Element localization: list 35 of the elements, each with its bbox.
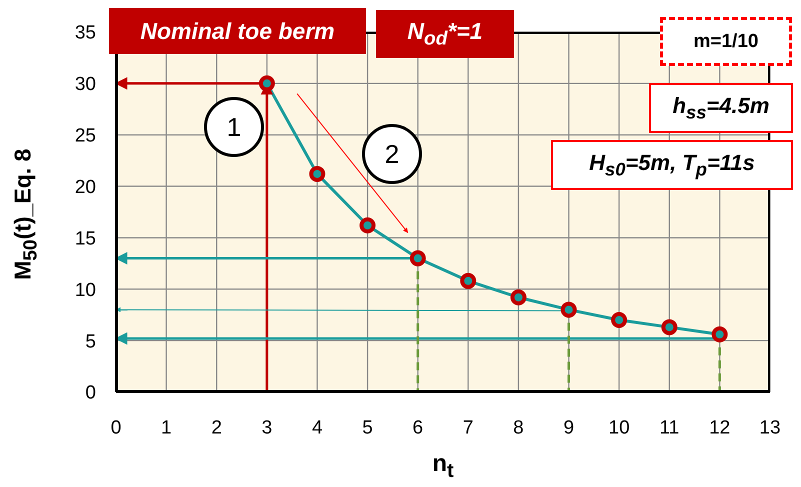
x-tick-label: 8 [513, 417, 524, 438]
y-tick-label: 30 [74, 74, 96, 96]
x-tick-label: 0 [110, 417, 122, 438]
x-tick-label: 3 [262, 417, 272, 438]
annotation: 1 [204, 97, 264, 157]
x-tick-label: 2 [211, 417, 222, 438]
y-tick-label: 35 [74, 22, 96, 44]
y-tick-label: 25 [74, 126, 96, 147]
label-box: m=1/10 [660, 17, 792, 66]
x-tick-label: 12 [709, 417, 730, 438]
x-tick-label: 10 [608, 417, 630, 438]
label-box: H$_{s0}$=5m, T$_{p}$=11s [551, 140, 793, 190]
x-tick-label: 1 [161, 417, 172, 438]
x-tick-label: 13 [759, 417, 781, 438]
label-box: Nominal toe berm [109, 8, 366, 54]
label-box: N$_{od}$*=1 [376, 10, 514, 58]
annotation: 2 [362, 124, 422, 184]
y-tick-label: 20 [74, 177, 96, 198]
x-tick-label: 4 [312, 417, 323, 438]
x-tick-label: 9 [563, 417, 574, 438]
annotation: m=1/10 [694, 30, 758, 52]
annotation: h$_{ss}$=4.5m [672, 92, 770, 124]
y-tick-label: 5 [85, 331, 96, 352]
x-tick-label: 11 [660, 417, 680, 438]
label-box: h$_{ss}$=4.5m [649, 83, 793, 133]
x-tick-label: 7 [462, 417, 474, 438]
y-tick-label: 10 [74, 280, 96, 301]
y-tick-label: 0 [85, 382, 96, 404]
annotation: Nominal toe berm [140, 18, 335, 44]
y-tick-label: 15 [74, 228, 96, 250]
x-tick-label: 5 [362, 417, 373, 438]
x-axis-title: n$_{t}$ [431, 450, 455, 483]
annotation: H$_{s0}$=5m, T$_{p}$=11s [589, 150, 755, 180]
x-tick-label: 6 [412, 417, 424, 438]
annotation: N$_{od}$*=1 [407, 18, 483, 50]
